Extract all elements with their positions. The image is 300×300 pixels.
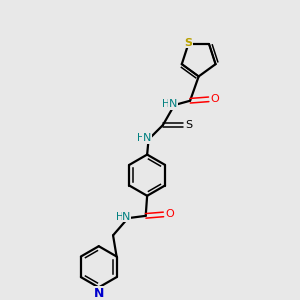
Text: N: N xyxy=(94,287,104,300)
Text: O: O xyxy=(165,209,174,219)
Text: N: N xyxy=(143,133,151,143)
Text: S: S xyxy=(184,38,192,48)
Text: N: N xyxy=(122,212,131,222)
Text: H: H xyxy=(162,100,170,110)
Text: H: H xyxy=(137,133,144,143)
Text: O: O xyxy=(211,94,219,104)
Text: N: N xyxy=(169,100,177,110)
Text: S: S xyxy=(186,119,193,130)
Text: H: H xyxy=(116,212,124,222)
